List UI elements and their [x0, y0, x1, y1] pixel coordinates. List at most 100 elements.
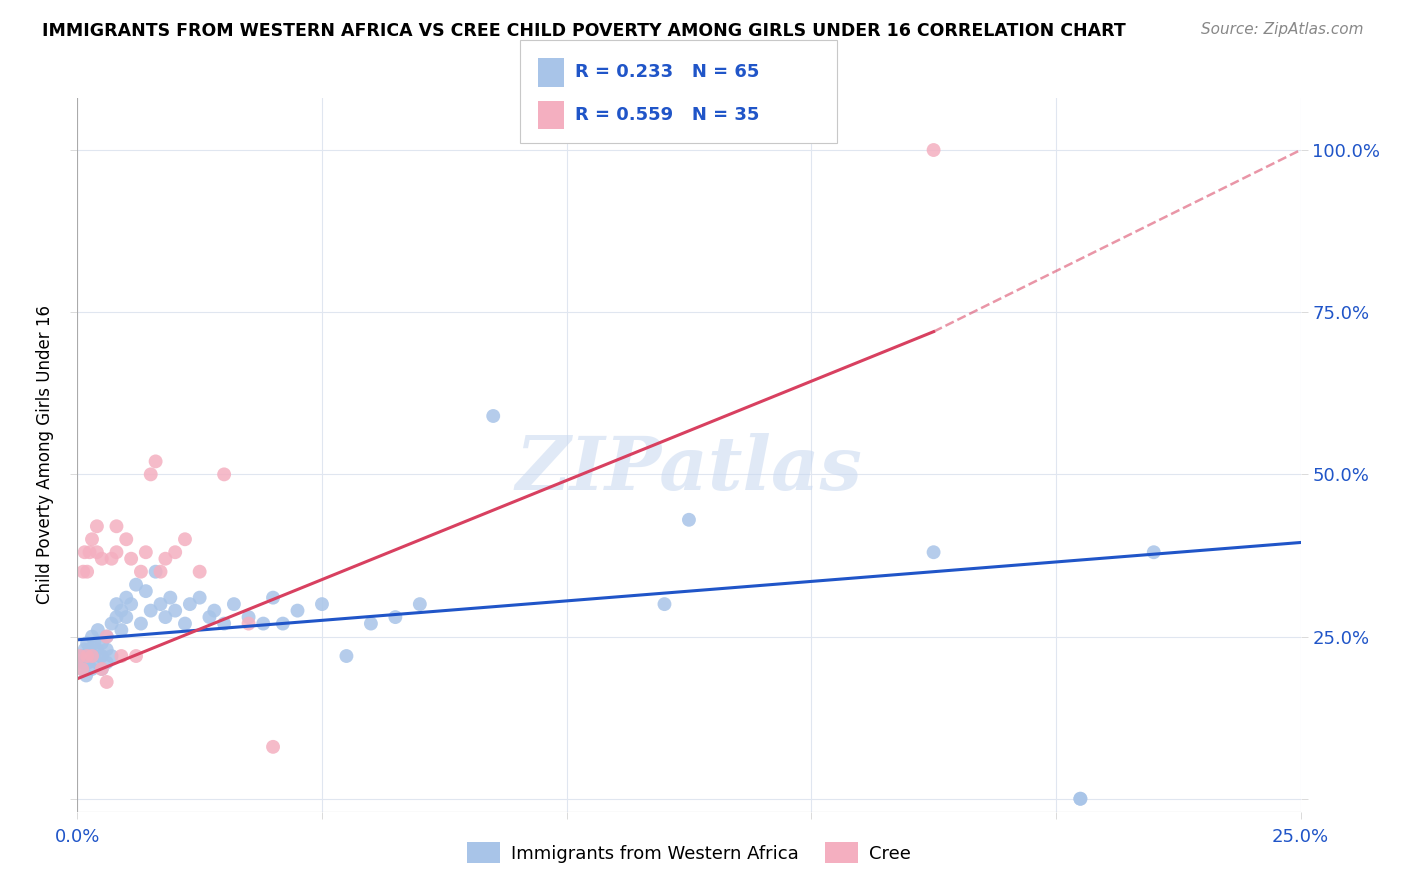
Point [90, 662, 112, 676]
Point [129, 616, 152, 631]
Point [922, 545, 945, 559]
Point [96, 630, 118, 644]
Point [262, 591, 284, 605]
Point [76, 565, 98, 579]
Point [80, 533, 103, 547]
Point [135, 584, 157, 599]
Point [96, 675, 118, 690]
Point [96, 642, 118, 657]
Point [238, 610, 260, 624]
Point [125, 577, 148, 591]
Point [120, 597, 142, 611]
Text: 0.0%: 0.0% [55, 828, 100, 846]
Point [262, 739, 284, 754]
Point [86, 642, 108, 657]
Point [654, 597, 676, 611]
Point [96, 656, 118, 670]
Point [76, 636, 98, 650]
Point [271, 616, 294, 631]
Point [72, 565, 94, 579]
Point [110, 648, 132, 663]
Point [409, 597, 432, 611]
Point [80, 648, 103, 663]
Point [165, 545, 187, 559]
Point [77, 656, 100, 670]
Point [1069, 791, 1091, 805]
Point [922, 143, 945, 157]
Point [149, 597, 172, 611]
Point [90, 551, 112, 566]
Point [1143, 545, 1166, 559]
Point [115, 610, 138, 624]
Point [120, 551, 142, 566]
Point [125, 648, 148, 663]
Point [115, 533, 138, 547]
Point [198, 610, 221, 624]
Point [73, 545, 96, 559]
Point [105, 545, 128, 559]
Point [105, 519, 128, 533]
Point [79, 642, 101, 657]
Y-axis label: Child Poverty Among Girls Under 16: Child Poverty Among Girls Under 16 [37, 305, 55, 605]
Point [80, 630, 103, 644]
Point [129, 565, 152, 579]
Point [165, 604, 187, 618]
Point [238, 616, 260, 631]
Point [76, 648, 98, 663]
Point [70, 662, 93, 676]
Point [83, 636, 105, 650]
Point [89, 648, 111, 663]
Point [188, 591, 211, 605]
Point [105, 597, 128, 611]
Point [110, 604, 132, 618]
Text: ZIPatlas: ZIPatlas [516, 433, 862, 506]
Point [222, 597, 245, 611]
Point [80, 662, 103, 676]
Legend: Immigrants from Western Africa, Cree: Immigrants from Western Africa, Cree [460, 835, 918, 871]
Point [79, 545, 101, 559]
Point [110, 623, 132, 637]
Text: Source: ZipAtlas.com: Source: ZipAtlas.com [1201, 22, 1364, 37]
Point [100, 551, 122, 566]
Text: IMMIGRANTS FROM WESTERN AFRICA VS CREE CHILD POVERTY AMONG GIRLS UNDER 16 CORREL: IMMIGRANTS FROM WESTERN AFRICA VS CREE C… [42, 22, 1126, 40]
Point [145, 454, 167, 468]
Point [1069, 791, 1091, 805]
Point [115, 591, 138, 605]
Point [384, 610, 406, 624]
Point [212, 616, 235, 631]
Point [149, 565, 172, 579]
Point [174, 533, 197, 547]
Point [86, 545, 108, 559]
Point [139, 467, 162, 482]
Point [145, 565, 167, 579]
Point [179, 597, 201, 611]
Text: R = 0.559   N = 35: R = 0.559 N = 35 [575, 106, 759, 124]
Point [96, 630, 118, 644]
Point [76, 648, 98, 663]
Point [72, 656, 94, 670]
Point [100, 616, 122, 631]
Point [159, 591, 181, 605]
Text: R = 0.233   N = 65: R = 0.233 N = 65 [575, 63, 759, 81]
Point [73, 642, 96, 657]
Point [139, 604, 162, 618]
Point [86, 656, 108, 670]
Point [287, 604, 309, 618]
Point [678, 513, 700, 527]
Point [87, 623, 110, 637]
Point [360, 616, 382, 631]
Point [155, 610, 177, 624]
Point [82, 648, 104, 663]
Point [311, 597, 333, 611]
Point [75, 668, 97, 682]
Point [105, 610, 128, 624]
Text: 25.0%: 25.0% [1272, 828, 1329, 846]
Point [252, 616, 274, 631]
Point [90, 636, 112, 650]
Point [90, 648, 112, 663]
Point [188, 565, 211, 579]
Point [174, 616, 197, 631]
Point [100, 648, 122, 663]
Point [90, 662, 112, 676]
Point [135, 545, 157, 559]
